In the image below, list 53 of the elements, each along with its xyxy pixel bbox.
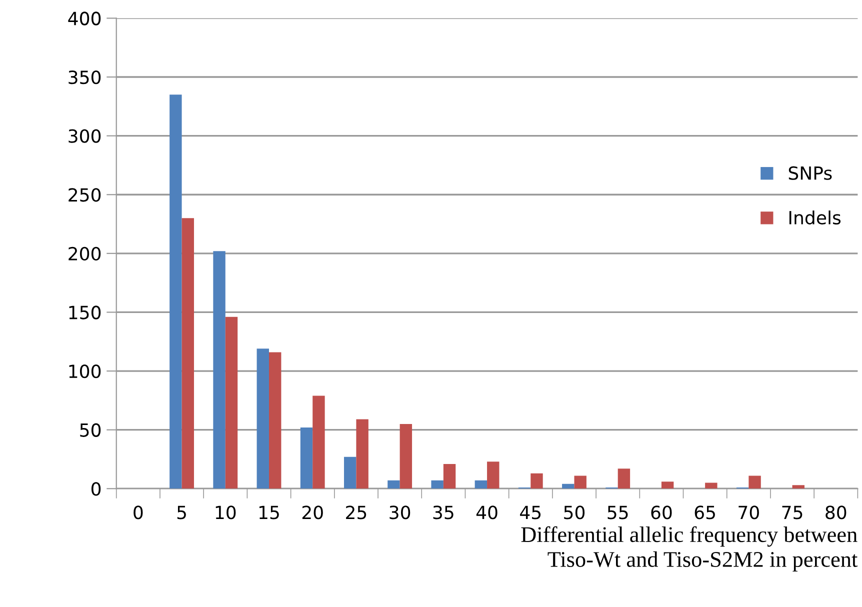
bar (792, 485, 804, 489)
x-tick-label: 70 (738, 506, 759, 520)
bar (225, 316, 238, 489)
x-tick-label: 45 (520, 506, 541, 520)
x-tick-label: 60 (651, 506, 672, 520)
y-tick-label: 50 (80, 423, 101, 437)
bar (213, 251, 226, 489)
bar (748, 476, 761, 489)
x-tick-label: 40 (476, 506, 498, 520)
y-tick-label: 100 (69, 364, 101, 378)
x-tick-label: 20 (302, 506, 323, 520)
bar (562, 484, 574, 489)
x-tick-label: 25 (346, 506, 366, 520)
x-tick-label: 55 (608, 506, 628, 520)
bar (344, 456, 356, 489)
legend-label: Indels (789, 210, 841, 224)
bar (618, 468, 630, 489)
bar (705, 482, 718, 489)
x-tick-label: 35 (433, 506, 454, 520)
x-tick-label: 10 (216, 506, 236, 520)
x-tick-label: 30 (390, 506, 410, 520)
x-tick-label: 75 (782, 506, 802, 520)
bar (182, 218, 194, 489)
bar (574, 476, 586, 489)
y-tick-label: 150 (69, 306, 101, 320)
bar (388, 480, 400, 489)
legend-label: SNPs (788, 166, 832, 180)
bar (443, 464, 456, 489)
y-tick-label: 400 (68, 12, 101, 26)
bar (356, 419, 368, 489)
bar (170, 94, 182, 489)
x-tick-label: 15 (259, 506, 279, 520)
y-tick-label: 0 (91, 482, 101, 496)
x-tick-label: 0 (134, 506, 143, 520)
bar (268, 352, 282, 489)
bar (256, 348, 269, 489)
y-tick-label: 250 (68, 188, 101, 202)
bar (431, 480, 444, 489)
bar (400, 424, 412, 489)
x-tick-label: 80 (826, 506, 846, 520)
y-tick-label: 300 (68, 129, 101, 143)
y-tick-label: 200 (68, 246, 101, 261)
bar (530, 473, 543, 489)
x-tick-label: 5 (177, 506, 186, 520)
bar (312, 396, 325, 489)
bar (474, 480, 488, 489)
x-tick-label: 50 (564, 506, 585, 520)
x-tick-label: 65 (694, 506, 715, 520)
y-tick-label: 350 (68, 70, 101, 84)
bar (300, 427, 313, 489)
x-axis-title: Differential allelic frequency between Tiso-Wt and Tiso-S2M2 in percent (521, 526, 858, 572)
bar (487, 462, 500, 489)
bar (661, 482, 674, 489)
